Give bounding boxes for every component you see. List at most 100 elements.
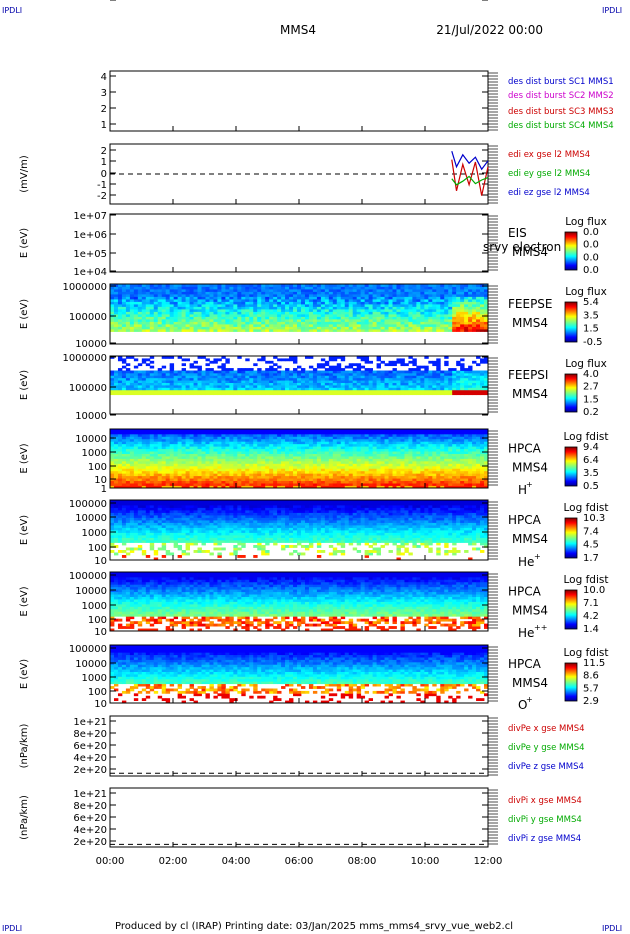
heatmap-cell: [165, 372, 171, 376]
heatmap-cell: [412, 358, 417, 362]
heatmap-cell: [145, 443, 151, 447]
heatmap-cell: [312, 380, 318, 383]
heatmap-cell: [424, 321, 429, 325]
heatmap-cell: [153, 460, 159, 464]
heatmap-cell: [273, 306, 278, 310]
heatmap-cell: [181, 329, 186, 332]
heatmap-cell: [125, 296, 131, 300]
heatmap-cell: [368, 284, 374, 287]
heatmap-cell: [464, 326, 469, 330]
heatmap-cell: [141, 463, 147, 467]
heatmap-cell: [372, 470, 377, 474]
heatmap-cell: [480, 375, 485, 379]
ytick-label: 1000000: [62, 353, 107, 364]
heatmap-cell: [117, 314, 123, 317]
heatmap-cell: [117, 433, 123, 437]
heatmap-cell: [448, 291, 453, 295]
heatmap-cell: [185, 475, 190, 479]
heatmap-cell: [285, 301, 290, 305]
heatmap-cell: [149, 377, 155, 381]
heatmap-cell: [201, 470, 206, 474]
heatmap-cell: [424, 375, 429, 379]
heatmap-cell: [217, 468, 222, 472]
heatmap-cell: [372, 304, 377, 307]
heatmap-cell: [281, 429, 286, 432]
heatmap-cell: [308, 306, 314, 310]
heatmap-cell: [380, 460, 385, 464]
heatmap-cell: [484, 326, 489, 330]
heatmap-cell: [205, 436, 210, 440]
heatmap-cell: [448, 375, 453, 379]
heatmap-cell: [400, 392, 405, 396]
heatmap-cell: [297, 478, 302, 482]
heatmap-cell: [153, 321, 159, 325]
heatmap-cell: [225, 443, 230, 447]
heatmap-cell: [300, 446, 306, 450]
heatmap-cell: [376, 436, 381, 440]
heatmap-cell: [344, 446, 350, 450]
heatmap-cell: [364, 429, 370, 432]
heatmap-cell: [110, 453, 115, 457]
heatmap-cell: [137, 284, 143, 287]
heatmap-cell: [217, 375, 222, 379]
heatmap-cell: [464, 301, 469, 305]
heatmap-cell: [157, 443, 163, 447]
heatmap-cell: [444, 291, 449, 295]
heatmap-cell: [125, 392, 131, 396]
heatmap-cell: [217, 309, 222, 312]
heatmap-cell: [332, 289, 338, 292]
heatmap-cell: [476, 299, 481, 302]
heatmap-cell: [304, 294, 310, 297]
heatmap-cell: [249, 296, 254, 300]
heatmap-cell: [464, 382, 469, 386]
heatmap-cell: [404, 448, 409, 452]
heatmap-cell: [352, 375, 358, 379]
heatmap-cell: [273, 456, 278, 459]
heatmap-cell: [213, 453, 218, 457]
heatmap-cell: [364, 286, 370, 290]
heatmap-cell: [277, 304, 282, 307]
heatmap-cell: [197, 329, 202, 332]
heatmap-cell: [308, 296, 314, 300]
heatmap-cell: [480, 326, 485, 330]
heatmap-cell: [372, 306, 377, 310]
heatmap-cell: [388, 363, 393, 367]
heatmap-cell: [257, 389, 262, 393]
heatmap-cell: [277, 380, 282, 383]
heatmap-cell: [197, 296, 202, 300]
heatmap-cell: [344, 441, 350, 445]
heatmap-cell: [117, 296, 123, 300]
heatmap-cell: [328, 291, 334, 295]
heatmap-cell: [472, 291, 477, 295]
heatmap-cell: [456, 314, 461, 317]
heatmap-cell: [197, 316, 202, 320]
heatmap-cell: [432, 291, 437, 295]
heatmap-cell: [316, 377, 322, 381]
heatmap-cell: [297, 429, 302, 432]
heatmap-cell: [360, 458, 366, 462]
heatmap-cell: [161, 429, 167, 432]
heatmap-cell: [352, 456, 358, 459]
heatmap-cell: [205, 460, 210, 464]
heatmap-cell: [436, 299, 441, 302]
heatmap-cell: [141, 304, 147, 307]
heatmap-cell: [364, 299, 370, 302]
heatmap-cell: [181, 485, 186, 489]
heatmap-cell: [141, 382, 147, 386]
heatmap-cell: [384, 321, 389, 325]
heatmap-cell: [281, 441, 286, 445]
heatmap-cell: [376, 463, 381, 467]
heatmap-cell: [384, 448, 389, 452]
heatmap-cell: [324, 443, 330, 447]
heatmap-cell: [420, 370, 425, 374]
heatmap-cell: [412, 311, 417, 315]
heatmap-cell: [396, 296, 401, 300]
heatmap-cell: [348, 284, 354, 287]
heatmap-cell: [408, 451, 413, 454]
heatmap-cell: [293, 382, 298, 386]
heatmap-cell: [149, 483, 155, 486]
heatmap-cell: [133, 329, 139, 332]
heatmap-cell: [241, 375, 246, 379]
heatmap-cell: [285, 470, 290, 474]
heatmap-cell: [241, 299, 246, 302]
